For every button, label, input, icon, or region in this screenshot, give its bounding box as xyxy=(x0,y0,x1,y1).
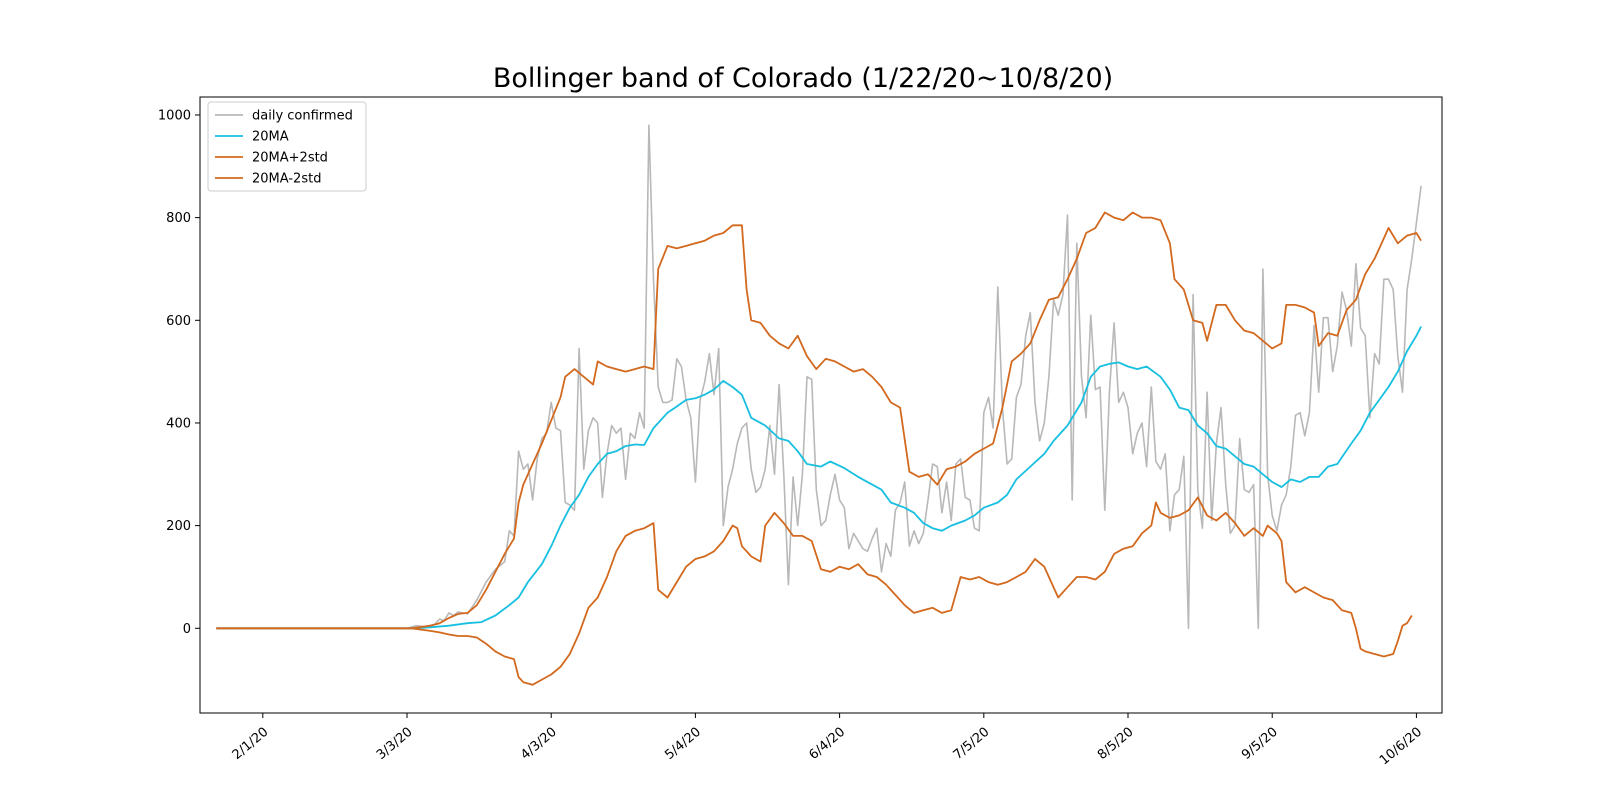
x-tick-label: 5/4/20 xyxy=(662,725,704,763)
series-line-20ma-2std xyxy=(216,211,1422,630)
x-tick-label: 7/5/20 xyxy=(951,725,993,763)
axes-layer: 0 200 400 600 800 1000 2/1/20 3/3/20 4/3/20 5/4/2… xyxy=(158,108,1425,768)
legend-label-20ma-2std: 20MA-2std xyxy=(252,172,321,187)
x-tick-label: 2/1/20 xyxy=(230,725,272,763)
x-tick-label: 4/3/20 xyxy=(518,725,560,763)
series-layer xyxy=(216,124,1422,686)
legend-box xyxy=(207,101,367,192)
y-tick-label: 200 xyxy=(166,519,191,534)
y-tick-label: 400 xyxy=(166,416,191,431)
y-tick-label: 600 xyxy=(166,314,191,329)
x-tick-label: 10/6/20 xyxy=(1377,725,1425,769)
legend-label-20ma: 20MA xyxy=(252,130,289,145)
x-tick-label: 3/3/20 xyxy=(374,725,416,763)
y-tick-label: 800 xyxy=(166,211,191,226)
series-line-daily-confirmed xyxy=(216,124,1422,630)
y-tick-label: 0 xyxy=(183,622,191,637)
legend-label-daily-confirmed: daily confirmed xyxy=(252,109,353,124)
x-tick-label: 6/4/20 xyxy=(806,725,848,763)
x-tick-label: 9/5/20 xyxy=(1239,725,1281,763)
legend-label-20ma-2std: 20MA+2std xyxy=(252,151,328,166)
plot-area-frame xyxy=(199,96,1443,714)
legend: daily confirmed 20MA 20MA+2std 20MA-2std xyxy=(207,101,367,192)
series-line-20ma xyxy=(216,326,1422,630)
series-line-20ma-2std xyxy=(216,496,1413,686)
y-tick-label: 1000 xyxy=(158,108,191,123)
chart-title: Bollinger band of Colorado (1/22/20~10/8… xyxy=(493,63,1113,94)
x-tick-label: 8/5/20 xyxy=(1095,725,1137,763)
